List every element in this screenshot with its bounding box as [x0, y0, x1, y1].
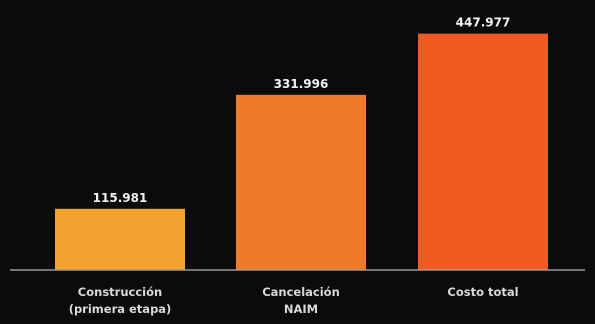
category-label-1-line-1: Construcción: [78, 285, 162, 299]
bar-3: [418, 33, 548, 270]
value-label-3: 447.977: [456, 16, 511, 30]
value-label-2: 331.996: [274, 77, 329, 91]
category-labels-layer: Construcción (primera etapa) Cancelación NA…: [69, 285, 519, 316]
category-label-1-line-2: (primera etapa): [69, 302, 172, 316]
category-label-2-line-2: NAIM: [284, 302, 318, 316]
category-label-2-line-1: Cancelación: [262, 285, 340, 299]
bar-2: [236, 94, 366, 271]
bars-layer: [55, 33, 548, 271]
value-label-1: 115.981: [93, 191, 148, 205]
labels-layer: 115.981 331.996 447.977: [93, 16, 511, 205]
category-label-3-line-1: Costo total: [447, 285, 518, 299]
bar-1: [55, 208, 185, 270]
